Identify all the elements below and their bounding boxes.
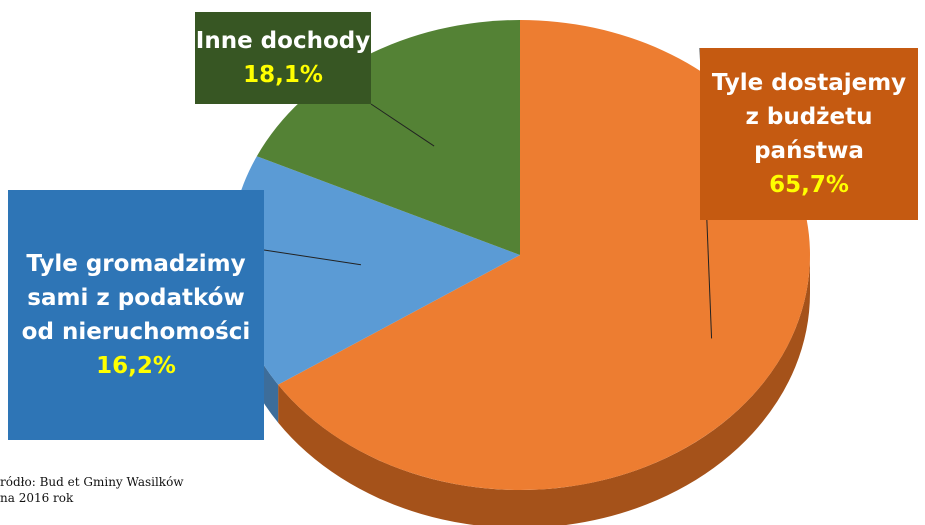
other-income-label: Inne dochody — [195, 28, 371, 54]
budget-label-line-2: z budżetu — [745, 104, 873, 130]
slice-side-budzet — [278, 255, 810, 525]
tax-value-label: 16,2% — [96, 353, 176, 379]
slice-budzet — [278, 20, 811, 490]
source-note: ródło: Bud et Gminy Wasilków na 2016 rok — [0, 474, 184, 506]
callout-property-tax: Tyle gromadzimy sami z podatków od nieru… — [8, 190, 264, 440]
callout-other-income: Inne dochody 18,1% — [195, 12, 371, 104]
slice-podatki — [230, 156, 520, 385]
pie-depth — [230, 255, 810, 525]
source-line-1: ródło: Bud et Gminy Wasilków — [0, 475, 184, 489]
source-line-2: na 2016 rok — [0, 491, 74, 505]
budget-value-label: 65,7% — [769, 172, 849, 198]
leader-line-inne — [370, 103, 435, 147]
leader-line-podatki — [263, 249, 362, 266]
budget-label-line-1: Tyle dostajemy — [711, 70, 907, 96]
callout-budget: Tyle dostajemy z budżetu państwa 65,7% — [700, 48, 918, 220]
tax-label-line-3: od nieruchomości — [21, 319, 251, 345]
pie-slices — [230, 20, 811, 490]
slice-side-podatki — [230, 255, 279, 423]
other-income-value-label: 18,1% — [243, 62, 323, 88]
tax-label-line-2: sami z podatków — [27, 285, 245, 311]
tax-label-line-1: Tyle gromadzimy — [26, 251, 246, 277]
budget-label-line-3: państwa — [754, 138, 864, 164]
slice-inne — [256, 20, 520, 255]
